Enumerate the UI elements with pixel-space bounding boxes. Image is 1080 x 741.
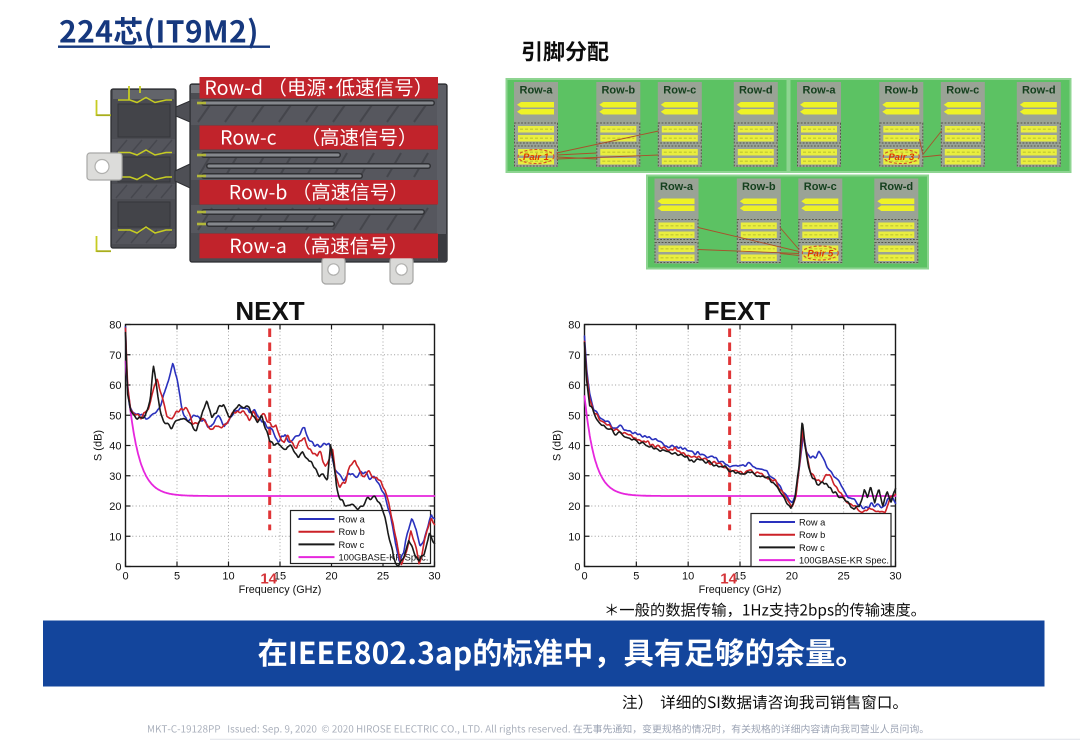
svg-text:Row-c: Row-c bbox=[946, 85, 979, 97]
svg-text:Row b: Row b bbox=[799, 530, 825, 540]
svg-text:Row-d: Row-d bbox=[879, 181, 913, 193]
svg-text:10: 10 bbox=[222, 571, 234, 583]
svg-text:Pair 3: Pair 3 bbox=[888, 152, 915, 163]
svg-text:Row-d: Row-d bbox=[739, 85, 773, 97]
svg-text:Row-b: Row-b bbox=[742, 181, 776, 193]
svg-text:10: 10 bbox=[109, 531, 121, 543]
svg-text:40: 40 bbox=[109, 441, 121, 453]
svg-text:Row a: Row a bbox=[339, 515, 366, 525]
svg-text:14: 14 bbox=[260, 571, 277, 588]
svg-text:0: 0 bbox=[122, 571, 128, 583]
svg-text:30: 30 bbox=[428, 571, 440, 583]
svg-text:70: 70 bbox=[109, 350, 121, 362]
svg-text:60: 60 bbox=[109, 380, 121, 392]
svg-text:10: 10 bbox=[682, 571, 694, 583]
svg-text:Pair 1: Pair 1 bbox=[523, 152, 549, 163]
svg-text:25: 25 bbox=[838, 571, 850, 583]
svg-text:Row b: Row b bbox=[339, 527, 365, 537]
svg-text:100GBASE-KR Spec.: 100GBASE-KR Spec. bbox=[339, 553, 429, 563]
svg-text:Row-b: Row-b bbox=[884, 85, 918, 97]
svg-text:Pair 5: Pair 5 bbox=[807, 249, 834, 260]
svg-text:80: 80 bbox=[568, 320, 580, 332]
svg-text:0: 0 bbox=[115, 562, 121, 574]
svg-text:50: 50 bbox=[109, 410, 121, 422]
svg-text:80: 80 bbox=[109, 320, 121, 332]
svg-text:FEXT: FEXT bbox=[704, 296, 771, 326]
svg-text:30: 30 bbox=[568, 471, 580, 483]
svg-text:30: 30 bbox=[889, 571, 901, 583]
svg-text:Row-a: Row-a bbox=[660, 181, 694, 193]
svg-text:5: 5 bbox=[633, 571, 639, 583]
svg-text:Row c: Row c bbox=[799, 543, 825, 553]
svg-text:15: 15 bbox=[274, 571, 286, 583]
svg-text:40: 40 bbox=[568, 441, 580, 453]
svg-text:100GBASE-KR Spec.: 100GBASE-KR Spec. bbox=[799, 556, 889, 566]
svg-text:Row-d: Row-d bbox=[1022, 85, 1056, 97]
svg-text:NEXT: NEXT bbox=[235, 296, 304, 326]
svg-text:S (dB): S (dB) bbox=[93, 430, 105, 461]
svg-text:60: 60 bbox=[568, 380, 580, 392]
svg-text:20: 20 bbox=[568, 501, 580, 513]
svg-text:Row-a: Row-a bbox=[803, 85, 837, 97]
svg-text:Row-c: Row-c bbox=[663, 85, 696, 97]
svg-text:20: 20 bbox=[325, 571, 337, 583]
svg-text:25: 25 bbox=[377, 571, 389, 583]
svg-text:20: 20 bbox=[786, 571, 798, 583]
svg-text:14: 14 bbox=[720, 571, 737, 588]
svg-text:0: 0 bbox=[581, 571, 587, 583]
svg-text:Frequency (GHz): Frequency (GHz) bbox=[239, 584, 322, 596]
svg-text:30: 30 bbox=[109, 471, 121, 483]
svg-text:5: 5 bbox=[174, 571, 180, 583]
svg-text:Row a: Row a bbox=[799, 518, 826, 528]
svg-text:0: 0 bbox=[574, 562, 580, 574]
svg-text:50: 50 bbox=[568, 410, 580, 422]
svg-text:10: 10 bbox=[568, 531, 580, 543]
svg-text:Row-c: Row-c bbox=[804, 181, 837, 193]
svg-text:15: 15 bbox=[734, 571, 746, 583]
svg-text:20: 20 bbox=[109, 501, 121, 513]
svg-text:70: 70 bbox=[568, 350, 580, 362]
svg-text:S (dB): S (dB) bbox=[552, 430, 564, 461]
svg-text:Row-b: Row-b bbox=[601, 85, 635, 97]
svg-text:Row-a: Row-a bbox=[520, 85, 554, 97]
svg-text:Row c: Row c bbox=[339, 540, 365, 550]
svg-text:Frequency (GHz): Frequency (GHz) bbox=[699, 584, 782, 596]
